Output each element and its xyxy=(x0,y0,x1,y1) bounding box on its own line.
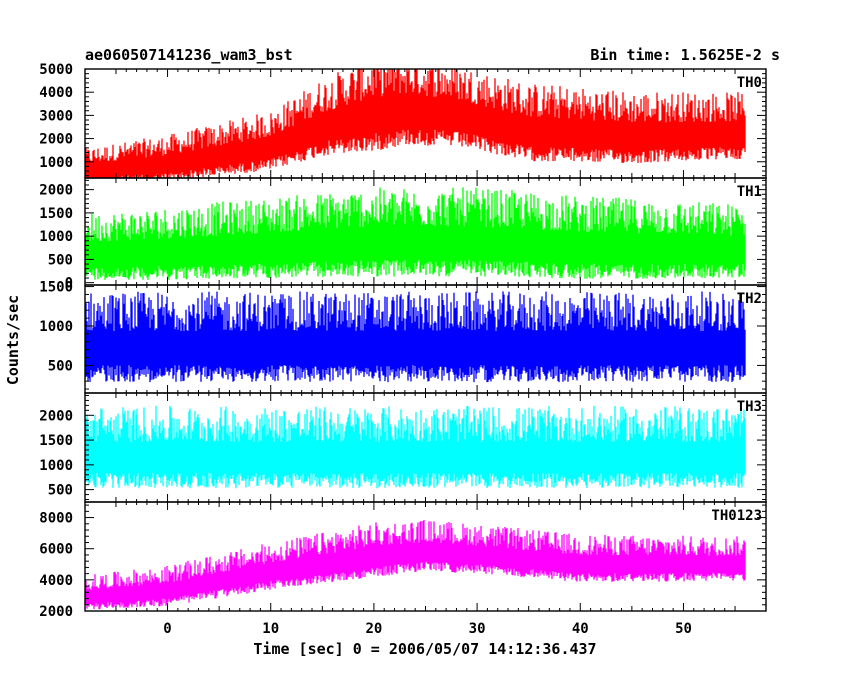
y-tick-label: 1000 xyxy=(39,458,73,474)
y-tick-label: 8000 xyxy=(39,511,73,527)
panel-th1: 0 500 1000 1500 2000 TH1 xyxy=(39,177,767,292)
series-th3-band xyxy=(85,443,745,472)
panel-label-th1: TH1 xyxy=(737,184,762,200)
y-tick-label: 2000 xyxy=(39,132,73,148)
y-tick-label: 6000 xyxy=(39,542,73,558)
panel-label-th2: TH2 xyxy=(737,291,762,307)
series-th0123-band xyxy=(85,542,745,603)
panel-th3: 500 1000 1500 2000 TH3 xyxy=(39,392,767,503)
y-tick-label: 4000 xyxy=(39,573,73,589)
x-tick-label: 50 xyxy=(675,621,692,637)
y-tick-label: 2000 xyxy=(39,408,73,424)
panel-th2: 500 1000 1500 TH2 xyxy=(39,280,767,394)
x-tick-label: 0 xyxy=(163,621,171,637)
series-th2-band xyxy=(85,332,745,364)
y-tick-label: 2000 xyxy=(39,604,73,620)
panel-label-th3: TH3 xyxy=(737,399,762,415)
y-tick-label: 1000 xyxy=(39,155,73,171)
y-tick-label: 2000 xyxy=(39,183,73,199)
x-tick-label: 10 xyxy=(262,621,279,637)
chart-title-right: Bin time: 1.5625E-2 s xyxy=(590,46,780,64)
panels-group: 1000 2000 3000 4000 5000 TH0 0 500 1000 1500 2000 T… xyxy=(39,62,767,620)
panel-label-th0: TH0 xyxy=(737,75,762,91)
y-tick-label: 1000 xyxy=(39,319,73,335)
y-tick-label: 1000 xyxy=(39,229,73,245)
y-tick-label: 500 xyxy=(48,252,73,268)
chart-title-left: ae060507141236_wam3_bst xyxy=(85,46,293,64)
panel-th0123: 2000 4000 6000 8000 TH0123 xyxy=(39,501,767,620)
x-tick-labels: 0 10 20 30 40 50 xyxy=(163,621,692,637)
x-tick-label: 40 xyxy=(572,621,589,637)
y-tick-label: 500 xyxy=(48,358,73,374)
x-axis-label: Time [sec] 0 = 2006/05/07 14:12:36.437 xyxy=(253,640,596,658)
series-th0-band xyxy=(85,94,745,178)
panel-th0: 1000 2000 3000 4000 5000 TH0 xyxy=(39,62,767,179)
y-tick-label: 500 xyxy=(48,483,73,499)
y-tick-label: 0 xyxy=(65,276,73,292)
y-tick-label: 5000 xyxy=(39,62,73,78)
y-tick-label: 1500 xyxy=(39,206,73,222)
x-tick-label: 20 xyxy=(365,621,382,637)
y-axis-label: Counts/sec xyxy=(4,295,22,385)
y-tick-label: 1500 xyxy=(39,280,73,296)
y-tick-label: 4000 xyxy=(39,85,73,101)
series-th1-band xyxy=(85,227,745,267)
x-tick-label: 30 xyxy=(469,621,486,637)
y-tick-label: 3000 xyxy=(39,108,73,124)
y-tick-label: 1500 xyxy=(39,433,73,449)
panel-label-th0123: TH0123 xyxy=(711,508,762,524)
